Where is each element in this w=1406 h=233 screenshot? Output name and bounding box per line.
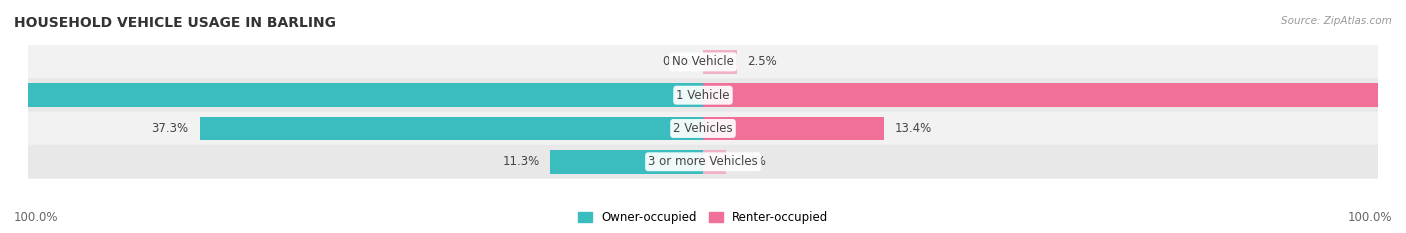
FancyBboxPatch shape: [28, 45, 1378, 79]
Bar: [703, 116, 884, 140]
Bar: [200, 116, 703, 140]
Text: 1 Vehicle: 1 Vehicle: [676, 89, 730, 102]
Text: 1.7%: 1.7%: [737, 155, 766, 168]
Text: 37.3%: 37.3%: [152, 122, 188, 135]
Bar: [703, 50, 737, 74]
Text: 3 or more Vehicles: 3 or more Vehicles: [648, 155, 758, 168]
Text: 13.4%: 13.4%: [894, 122, 932, 135]
Text: 100.0%: 100.0%: [1347, 211, 1392, 224]
Bar: [703, 150, 725, 174]
Text: 0.0%: 0.0%: [662, 55, 692, 69]
FancyBboxPatch shape: [28, 78, 1378, 112]
FancyBboxPatch shape: [28, 145, 1378, 179]
Text: 100.0%: 100.0%: [14, 211, 59, 224]
FancyBboxPatch shape: [28, 112, 1378, 145]
Text: 2 Vehicles: 2 Vehicles: [673, 122, 733, 135]
Text: Source: ZipAtlas.com: Source: ZipAtlas.com: [1281, 16, 1392, 26]
Bar: [703, 83, 1406, 107]
Text: HOUSEHOLD VEHICLE USAGE IN BARLING: HOUSEHOLD VEHICLE USAGE IN BARLING: [14, 16, 336, 30]
Bar: [551, 150, 703, 174]
Legend: Owner-occupied, Renter-occupied: Owner-occupied, Renter-occupied: [572, 206, 834, 229]
Bar: [10, 83, 703, 107]
Text: No Vehicle: No Vehicle: [672, 55, 734, 69]
Text: 11.3%: 11.3%: [502, 155, 540, 168]
Text: 2.5%: 2.5%: [748, 55, 778, 69]
